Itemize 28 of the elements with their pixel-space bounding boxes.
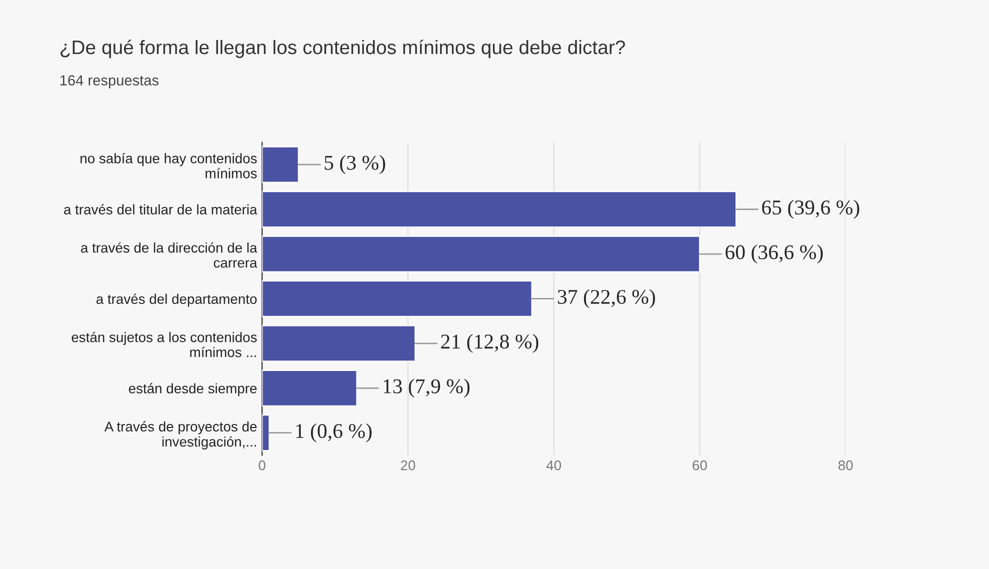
y-tick-label: a través del departamento bbox=[96, 294, 257, 307]
y-tick-label: no sabía que hay contenidos mínimos bbox=[80, 153, 257, 178]
bar bbox=[262, 280, 533, 318]
data-label: 1 (0,6 %) bbox=[296, 423, 372, 442]
y-tick-label: A través de proyectos de investigación,... bbox=[104, 421, 257, 450]
bar bbox=[262, 235, 700, 273]
text: 164 respuestas bbox=[60, 75, 159, 88]
x-tick-label: 80 bbox=[838, 460, 853, 470]
y-tick-label: están desde siempre bbox=[128, 383, 257, 396]
data-label: 65 (39,6 %) bbox=[762, 200, 860, 219]
x-tick-label: 60 bbox=[692, 460, 707, 470]
bar bbox=[262, 324, 416, 362]
x-tick-label: 20 bbox=[400, 460, 416, 470]
x-tick-label: 40 bbox=[546, 460, 562, 470]
chart-title: ¿De qué forma le llegan los contenidos mínimos que debe dictar? bbox=[60, 40, 625, 58]
y-tick-label: están sujetos a los contenidos mínimos ... bbox=[72, 332, 257, 358]
data-label: 13 (7,9 %) bbox=[384, 378, 470, 398]
data-label: 37 (22,6 %) bbox=[558, 289, 655, 308]
y-tick-label: a través de la dirección de la carrera bbox=[81, 242, 258, 268]
bar bbox=[262, 414, 270, 452]
bar bbox=[262, 370, 358, 407]
data-label: 60 (36,6 %) bbox=[726, 244, 823, 264]
bar bbox=[262, 190, 737, 228]
x-tick-label: 0 bbox=[258, 460, 266, 470]
bar bbox=[262, 146, 300, 184]
y-tick-label: a través del titular de la materia bbox=[64, 204, 258, 214]
data-label: 5 (3 %) bbox=[324, 155, 386, 174]
data-label: 21 (12,8 %) bbox=[441, 334, 538, 353]
